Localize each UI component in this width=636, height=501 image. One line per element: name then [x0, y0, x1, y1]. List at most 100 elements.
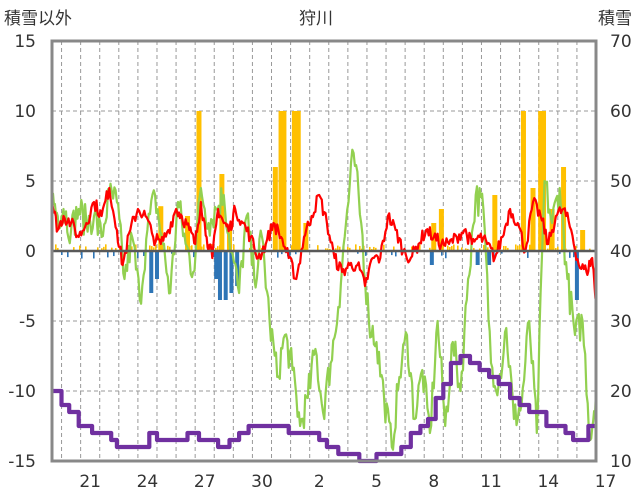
negative-bar — [527, 251, 529, 258]
negative-bar — [559, 251, 561, 254]
snowfall-bar — [520, 111, 526, 251]
snowfall-bar — [479, 248, 481, 251]
negative-bar — [357, 251, 359, 254]
snowfall-bar — [203, 244, 205, 251]
negative-bar — [113, 251, 115, 257]
negative-bar — [573, 251, 575, 258]
negative-bar — [229, 251, 234, 293]
snowfall-bar — [219, 174, 225, 251]
x-tick-label: 17 — [595, 472, 617, 492]
right-tick-label: 70 — [610, 32, 632, 52]
right-axis-title: 積雪 — [598, 9, 632, 29]
snowfall-bar — [217, 246, 219, 251]
negative-bar — [214, 251, 219, 279]
snowfall-bar — [507, 247, 509, 251]
snowfall-bar — [327, 248, 329, 251]
x-tick-label: 8 — [428, 472, 439, 492]
snowfall-bar — [197, 247, 199, 251]
negative-bar — [213, 251, 215, 258]
snowfall-bar — [153, 247, 155, 251]
snowfall-bar — [191, 245, 193, 251]
negative-bar — [61, 251, 63, 255]
right-tick-label: 40 — [610, 242, 632, 262]
negative-bar — [295, 251, 297, 255]
green-series-line — [51, 148, 598, 451]
snowfall-bar — [429, 247, 431, 251]
snowfall-bar — [347, 246, 349, 251]
snowfall-bar — [201, 246, 203, 251]
right-tick-label: 30 — [610, 312, 632, 332]
snowfall-bar — [233, 244, 235, 251]
snowfall-bar — [103, 246, 105, 251]
negative-bar — [569, 251, 571, 258]
snowfall-bar — [349, 247, 351, 251]
snowfall-bar — [149, 245, 151, 251]
negative-bar — [81, 251, 83, 259]
snowfall-bar — [317, 245, 319, 251]
negative-bar — [137, 251, 139, 259]
snowfall-bar — [215, 247, 217, 251]
snowfall-bar — [101, 248, 103, 251]
snowfall-bar — [283, 248, 285, 251]
snowfall-bar — [505, 246, 507, 251]
x-tick-label: 2 — [314, 472, 325, 492]
x-tick-label: 30 — [251, 472, 273, 492]
snowfall-bar — [196, 111, 202, 251]
negative-bar — [154, 251, 159, 279]
snowfall-bar — [373, 246, 375, 251]
snowfall-bar — [273, 245, 275, 251]
snowfall-bar — [529, 244, 531, 251]
right-tick-label: 50 — [610, 172, 632, 192]
snowfall-bar — [73, 247, 75, 251]
left-axis-title: 積雪以外 — [4, 9, 72, 29]
snowfall-bar — [291, 245, 293, 251]
snowfall-bar — [575, 245, 577, 251]
snowfall-bar — [517, 245, 519, 251]
snowfall-bar — [219, 245, 221, 251]
snowfall-bar — [278, 111, 284, 251]
snowfall-bar — [155, 245, 157, 251]
snowfall-bar — [303, 223, 309, 251]
snowfall-bar — [557, 246, 559, 251]
negative-bar — [171, 251, 173, 254]
snowfall-bar — [281, 111, 287, 251]
snowfall-bar — [339, 246, 341, 251]
x-tick-label: 24 — [137, 472, 159, 492]
negative-bar — [281, 251, 283, 255]
snowfall-bar — [503, 245, 505, 251]
snowfall-bar — [189, 245, 191, 251]
snowfall-bar — [487, 247, 489, 251]
snowfall-bar — [419, 244, 421, 251]
snowfall-bar — [97, 247, 99, 251]
snowfall-bar — [383, 244, 385, 251]
negative-bar — [429, 251, 434, 265]
left-tick-label: 5 — [25, 172, 36, 192]
snowfall-bar — [293, 247, 295, 251]
snowfall-bar — [161, 246, 163, 251]
negative-bar — [143, 251, 145, 257]
snowfall-bar — [519, 245, 521, 251]
snowfall-bar — [461, 247, 463, 251]
x-tick-label: 5 — [371, 472, 382, 492]
snowfall-bar — [169, 246, 171, 251]
x-tick-label: 27 — [194, 472, 216, 492]
negative-bar — [93, 251, 95, 259]
x-tick-label: 14 — [537, 472, 559, 492]
snowfall-bar — [111, 247, 113, 251]
negative-bar — [193, 251, 195, 258]
negative-bar — [475, 251, 480, 265]
snowfall-bar — [433, 244, 435, 251]
snowfall-bar — [115, 248, 117, 251]
negative-bar — [574, 251, 579, 300]
snowfall-bar — [359, 245, 361, 251]
negative-bar — [217, 251, 222, 300]
snowfall-bar — [355, 244, 357, 251]
snowfall-bar — [375, 247, 377, 251]
snowfall-bar — [555, 248, 557, 251]
snowfall-bar — [369, 246, 371, 251]
plot-frame — [50, 39, 598, 463]
snowfall-bar — [159, 244, 161, 251]
snowfall-bar — [561, 246, 563, 251]
snowfall-bar — [451, 246, 453, 251]
negative-bar — [277, 251, 279, 258]
